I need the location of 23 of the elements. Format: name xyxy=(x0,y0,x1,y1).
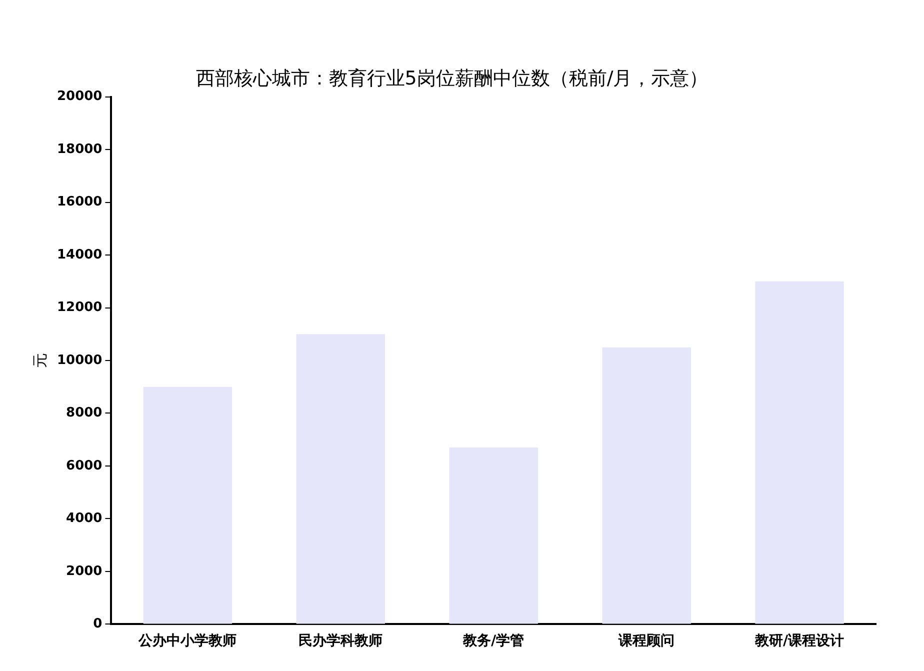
y-tick-label: 6000 xyxy=(66,458,102,474)
bar xyxy=(296,334,386,624)
y-tick-label: 2000 xyxy=(66,564,102,579)
x-tick-label: 民办学科教师 xyxy=(298,633,383,650)
x-tick-label: 课程顾问 xyxy=(618,633,675,650)
bar xyxy=(755,281,844,624)
chart-title: 西部核心城市：教育行业5岗位薪酬中位数（税前/月，示意） xyxy=(196,67,708,90)
y-tick-label: 20000 xyxy=(56,89,102,104)
y-tick-label: 10000 xyxy=(56,352,102,368)
y-tick-label: 4000 xyxy=(66,511,102,526)
x-tick-label: 教研/课程设计 xyxy=(754,633,844,650)
bar xyxy=(143,386,232,624)
y-tick-label: 14000 xyxy=(56,247,102,262)
y-tick-label: 8000 xyxy=(66,406,102,421)
x-tick-label: 教务/学管 xyxy=(462,633,524,650)
x-tick-label: 公办中小学教师 xyxy=(138,633,237,650)
y-axis-title: 元 xyxy=(30,353,49,368)
y-tick-label: 12000 xyxy=(56,300,102,316)
y-tick-label: 16000 xyxy=(56,194,102,210)
y-tick-label: 18000 xyxy=(56,142,102,157)
bar xyxy=(602,347,691,624)
bar xyxy=(449,448,538,624)
y-tick-label: 0 xyxy=(93,616,102,632)
